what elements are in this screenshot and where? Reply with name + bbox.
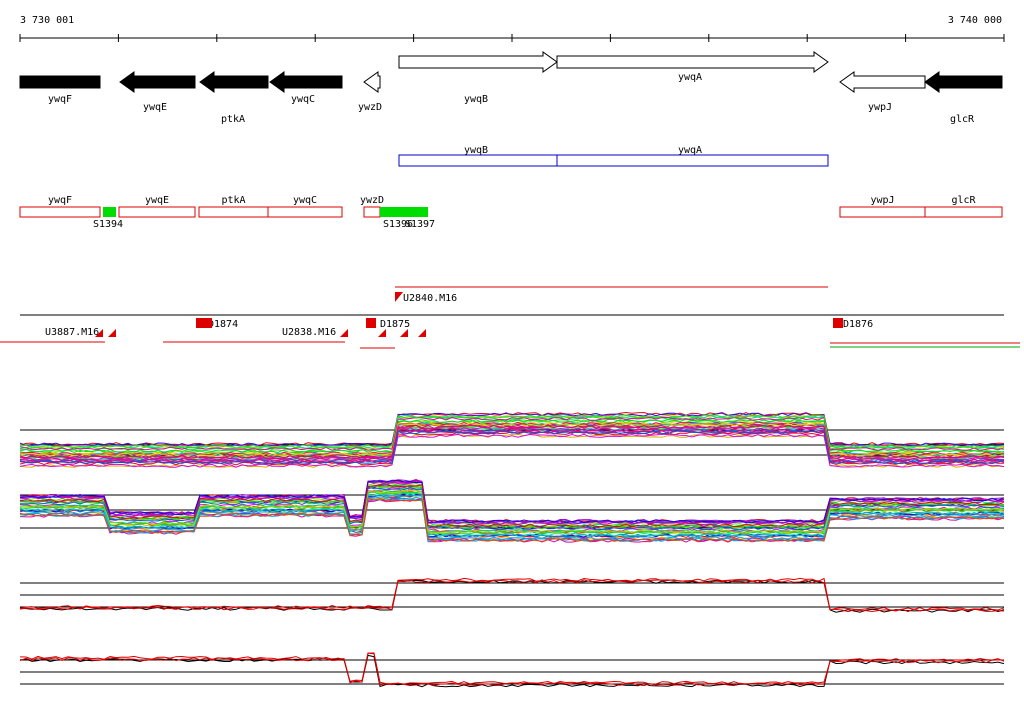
expression-trace [19, 481, 1005, 526]
expression-trace [20, 486, 1005, 531]
site-label: S1397 [405, 219, 435, 230]
segment-label: ywqE [145, 195, 169, 206]
expression-trace [19, 479, 1005, 524]
expression-trace [19, 416, 1005, 451]
gene-label: ywqE [143, 102, 167, 113]
axis-end: 3 740 000 [948, 15, 1002, 26]
site-box [380, 207, 428, 217]
transcript-label: D1874 [208, 319, 238, 330]
expression-trace [19, 418, 1005, 453]
segment-label: ywqC [293, 195, 317, 206]
segment-box [924, 206, 1003, 218]
expression-trace [19, 494, 1005, 537]
expression-trace [19, 496, 1005, 541]
expression-trace [19, 412, 1005, 447]
operon-label: ywqB [464, 145, 488, 156]
segment-label: ptkA [221, 195, 245, 206]
segment-box [363, 206, 381, 218]
transcript-flag [400, 329, 408, 337]
gene-label: ywqF [48, 94, 72, 105]
site-label: S1396 [383, 219, 413, 230]
gene-label: glcR [950, 114, 975, 125]
gene-arrow [924, 71, 1003, 93]
site-box [103, 207, 116, 217]
expression-trace [19, 414, 1005, 449]
gene-label: ptkA [221, 114, 245, 125]
gene-arrow [19, 75, 101, 89]
transcript-flag [340, 329, 348, 337]
transcript-flag [395, 292, 403, 302]
expression-trace [19, 489, 1005, 534]
expression-trace [19, 579, 1005, 613]
segment-label: ywpJ [870, 195, 894, 206]
gene-label: ywpJ [868, 102, 892, 113]
transcript-flag [378, 329, 386, 337]
expression-trace [19, 427, 1004, 462]
transcript-label: U3887.M16 [45, 327, 99, 338]
gene-arrow [119, 71, 196, 93]
segment-box [198, 206, 269, 218]
segment-box [19, 206, 101, 218]
gene-arrow [199, 71, 269, 93]
segment-label: glcR [951, 195, 976, 206]
transcript-flag [418, 329, 426, 337]
expression-trace [19, 433, 1005, 468]
gene-arrow [556, 51, 829, 73]
segment-label: ywqF [48, 195, 72, 206]
transcript-label: D1875 [380, 319, 410, 330]
transcript-box [366, 318, 376, 328]
gene-label: ywzD [358, 102, 382, 113]
segment-box [267, 206, 343, 218]
expression-trace [19, 424, 1005, 459]
gene-arrow [398, 51, 558, 73]
transcript-label: U2840.M16 [403, 293, 457, 304]
transcript-flag [95, 329, 103, 337]
segment-box [839, 206, 926, 218]
gene-label: ywqC [291, 94, 315, 105]
expression-trace [20, 497, 1005, 542]
gene-arrow [269, 71, 343, 93]
expression-trace [19, 483, 1005, 528]
transcript-box [833, 318, 843, 328]
axis-start: 3 730 001 [20, 15, 74, 26]
operon-box [398, 154, 829, 167]
segment-label: ywzD [360, 195, 384, 206]
gene-label: ywqA [678, 72, 702, 83]
expression-trace [19, 652, 1005, 685]
transcript-flag [108, 329, 116, 337]
expression-trace [19, 579, 1005, 613]
operon-label: ywqA [678, 145, 702, 156]
site-label: S1394 [93, 219, 123, 230]
expression-trace [19, 430, 1005, 465]
expression-trace [19, 654, 1005, 688]
expression-trace [19, 424, 1005, 459]
transcript-box [196, 318, 212, 328]
gene-arrow [363, 71, 381, 93]
segment-box [118, 206, 196, 218]
transcript-label: D1876 [843, 319, 873, 330]
gene-arrow [839, 71, 926, 93]
transcript-label: U2838.M16 [282, 327, 336, 338]
gene-label: ywqB [464, 94, 488, 105]
